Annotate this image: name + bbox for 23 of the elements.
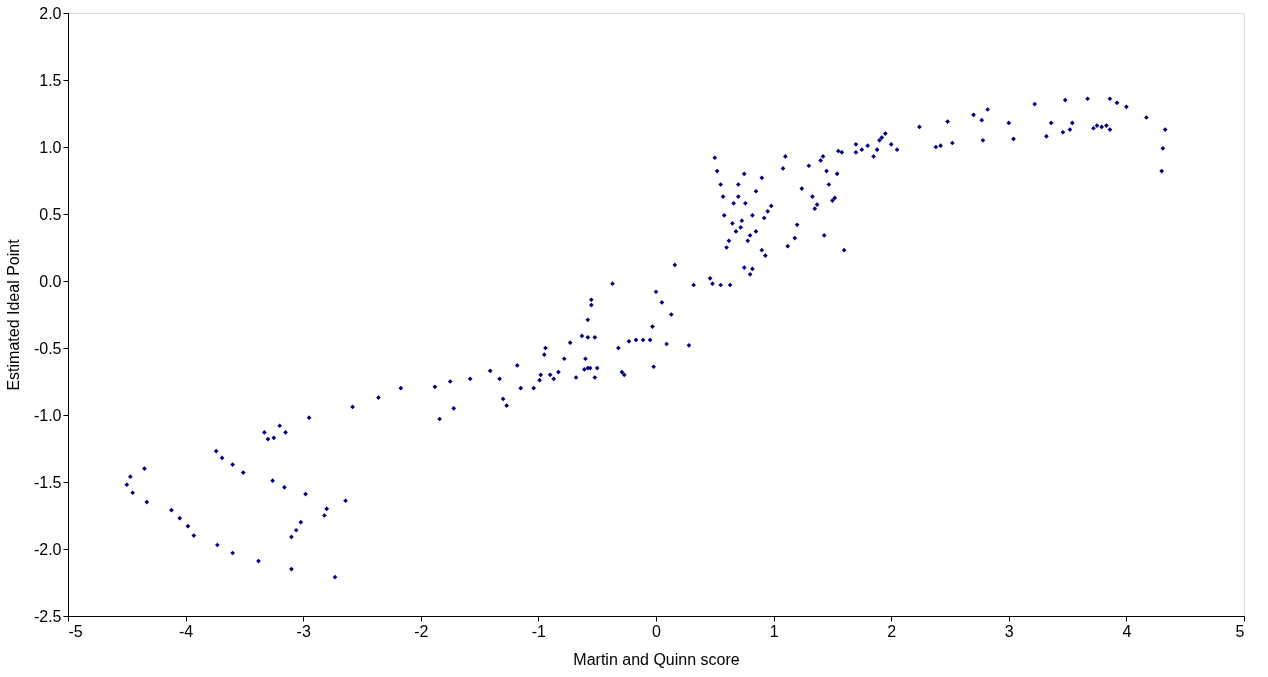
x-tick-label: -2 [414, 622, 429, 640]
y-tick-label: 0.5 [39, 205, 62, 223]
x-axis-title: Martin and Quinn score [573, 650, 740, 668]
y-tick-label: -1.0 [33, 406, 62, 424]
x-tick-label: 5 [1235, 622, 1245, 640]
x-tick-label: 3 [1004, 622, 1014, 640]
x-tick-label: -4 [178, 622, 194, 640]
x-tick-label: -5 [68, 622, 83, 640]
y-tick-label: -1.5 [33, 473, 62, 491]
x-tick-label: -3 [296, 622, 311, 640]
y-tick-label: -2.5 [33, 607, 62, 625]
y-tick-label: 1.0 [39, 138, 62, 156]
y-tick-label: -2.0 [33, 540, 62, 558]
y-tick-label: 2.0 [39, 4, 62, 22]
x-tick-label: 0 [652, 622, 662, 640]
x-tick-label: 2 [887, 622, 897, 640]
y-tick-label: -0.5 [33, 339, 62, 357]
x-tick-label: -1 [531, 622, 547, 640]
y-axis-title: Estimated Ideal Point [4, 238, 22, 391]
y-tick-label: 0.0 [39, 272, 62, 290]
x-tick-label: 4 [1122, 622, 1132, 640]
y-tick-label: 1.5 [39, 71, 62, 89]
x-tick-label: 1 [769, 622, 779, 640]
